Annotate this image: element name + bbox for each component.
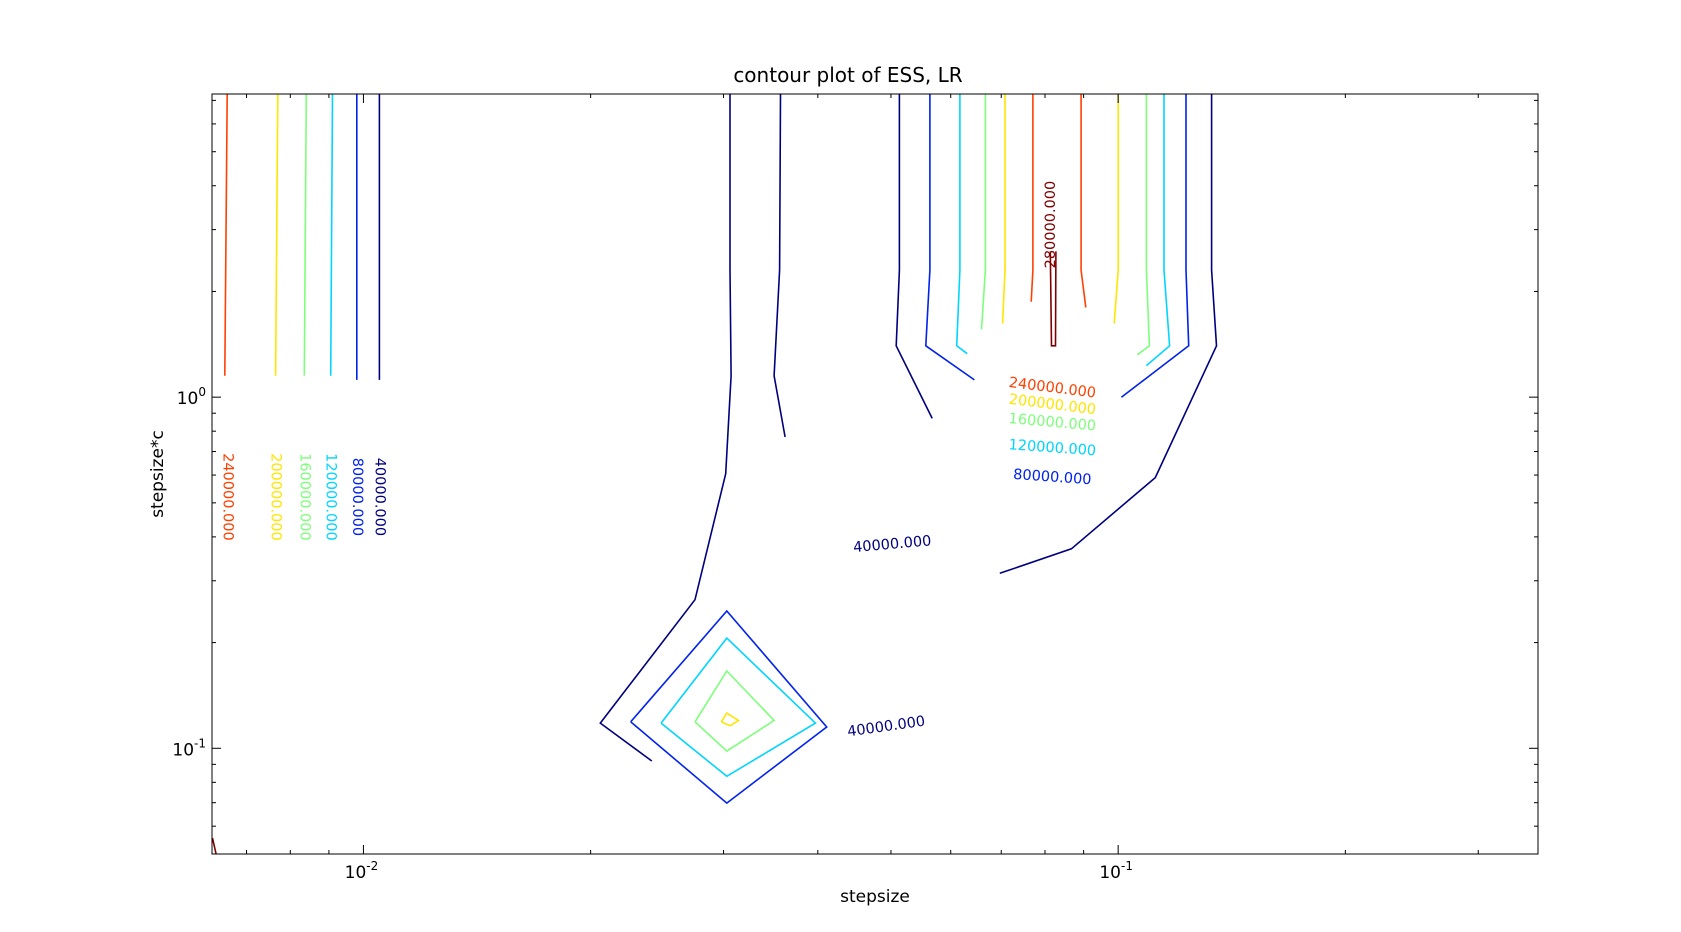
contour-line-80000-9	[630, 609, 828, 805]
contour-line-280000-6	[211, 837, 217, 855]
contour-line-160000-11	[694, 669, 776, 753]
contour-line-40000-8	[599, 94, 732, 762]
contour-line-160000-3	[303, 93, 308, 376]
plot-area: 240000.000 200000.000 160000.000 120000.000…	[211, 93, 1218, 855]
chart-title: contour plot of ESS, LR	[733, 63, 962, 87]
contour-label-10: 120000.000	[1008, 437, 1097, 459]
contour-line-200000-22	[1113, 94, 1119, 324]
contour-line-80000-16	[1120, 94, 1190, 398]
y-tick-label-0: 100	[177, 385, 206, 409]
contour-label-11: 80000.000	[1013, 467, 1092, 488]
x-axis-label: stepsize	[840, 887, 910, 907]
contour-label-0: 240000.000	[220, 453, 236, 541]
contour-line-120000-17	[955, 94, 968, 355]
contour-line-200000-12	[720, 711, 741, 727]
contour-line-240000-5	[224, 93, 228, 376]
contour-label-6: 280000.000	[1043, 181, 1059, 269]
contour-label-4: 80000.000	[349, 458, 365, 536]
contour-line-40000-7	[773, 93, 786, 438]
contour-line-200000-21	[1001, 94, 1006, 324]
contour-line-240000-24	[1080, 94, 1087, 308]
contour-label-13: 40000.000	[846, 714, 926, 741]
contour-line-40000-13	[895, 94, 933, 419]
contour-label-3: 120000.000	[323, 453, 339, 541]
contour-line-80000-15	[924, 94, 975, 381]
y-axis-label: stepsize*c	[148, 430, 168, 518]
contour-line-120000-2	[329, 93, 334, 376]
x-tick-label-0: 10-2	[345, 859, 379, 883]
contour-line-120000-10	[660, 636, 817, 778]
contour-label-2: 160000.000	[296, 453, 312, 541]
contour-line-160000-19	[980, 94, 987, 330]
contour-line-200000-4	[274, 93, 279, 376]
contour-line-280000-25	[1049, 251, 1057, 347]
axis-ticks: 10-2 10-1 100 10-1	[172, 94, 1538, 883]
contour-line-160000-20	[1136, 94, 1151, 356]
x-tick-label-1: 10-1	[1099, 859, 1133, 883]
contour-line-240000-23	[1030, 94, 1034, 302]
y-tick-label-1: 10-1	[172, 736, 206, 760]
contour-label-9: 160000.000	[1008, 411, 1097, 435]
contour-label-12: 40000.000	[853, 533, 933, 556]
contour-label-1: 200000.000	[268, 453, 284, 541]
contour-line-40000-14	[999, 94, 1218, 575]
plot-frame	[211, 93, 1539, 855]
contour-line-120000-18	[1145, 94, 1171, 367]
contour-label-5: 40000.000	[371, 458, 387, 536]
